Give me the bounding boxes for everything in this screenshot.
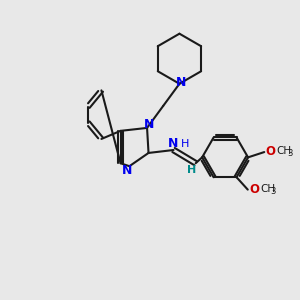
Text: N: N (122, 164, 132, 177)
Text: 3: 3 (271, 187, 276, 196)
Text: N: N (144, 118, 154, 131)
Text: N: N (176, 76, 187, 89)
Text: N: N (168, 137, 179, 150)
Text: H: H (174, 139, 189, 148)
Text: 3: 3 (287, 149, 292, 158)
Text: CH: CH (277, 146, 292, 157)
Text: H: H (187, 165, 196, 175)
Text: O: O (249, 182, 259, 196)
Text: CH: CH (260, 184, 275, 194)
Text: O: O (266, 145, 276, 158)
